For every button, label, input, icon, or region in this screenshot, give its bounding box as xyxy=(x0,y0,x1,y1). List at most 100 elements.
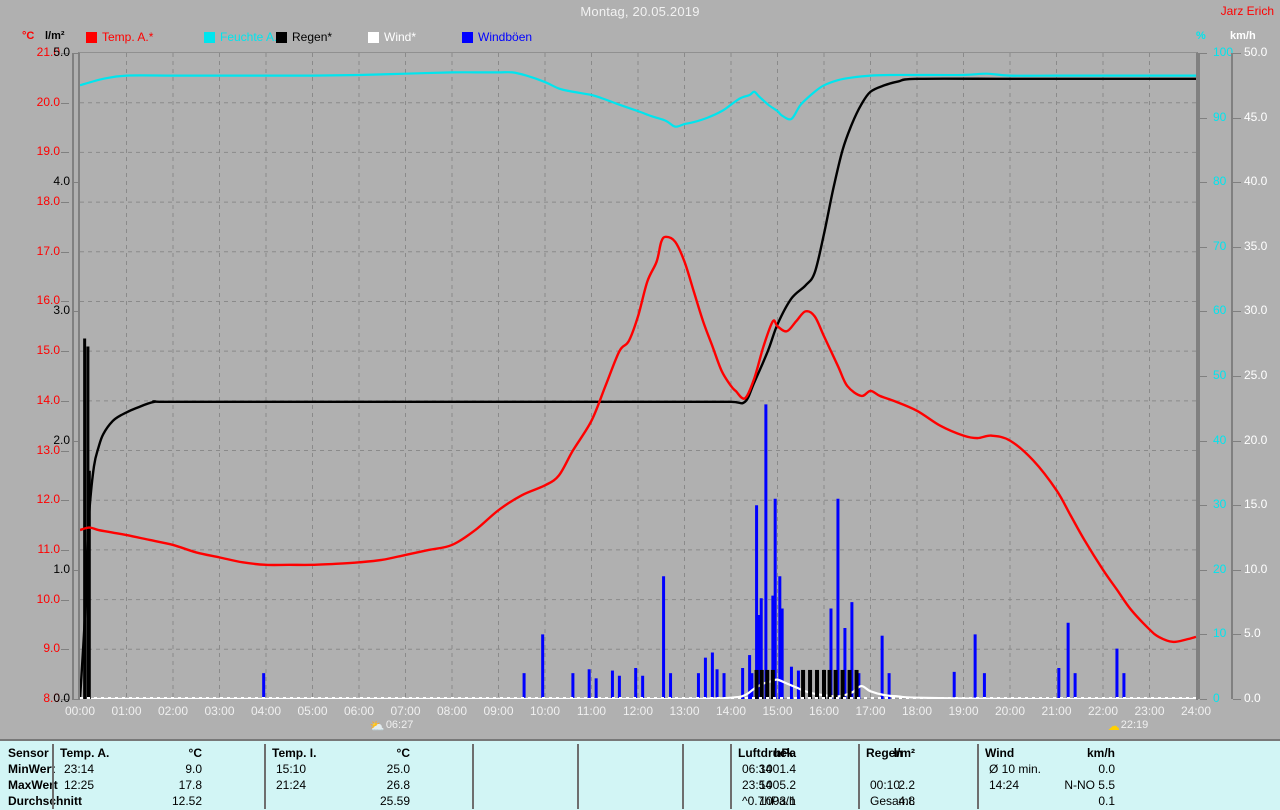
axis-rail xyxy=(72,53,74,699)
axis-tick-label: 90 xyxy=(1213,109,1227,124)
table-header-regen: Regen xyxy=(866,746,903,760)
x-axis-tick-0200: 02:00 xyxy=(157,704,189,718)
axis-tick-mark xyxy=(72,311,78,312)
axis-tick-label: 15.0 xyxy=(36,343,60,358)
table-column-separator xyxy=(264,744,266,809)
axis-tick-label: 100 xyxy=(1213,45,1234,59)
table-cell-time-temp-innen: 15:10 xyxy=(276,762,307,776)
axis-tick-mark xyxy=(61,451,69,452)
x-axis-tick-0400: 04:00 xyxy=(250,704,282,718)
legend-label-regen: Regen* xyxy=(292,30,333,44)
x-axis-tick-2000: 20:00 xyxy=(994,704,1026,718)
axis-tick-label: 16.0 xyxy=(36,293,60,308)
table-cell-time-luftdruck: 23:54 xyxy=(742,778,773,792)
table-column-separator xyxy=(977,744,979,809)
axis-tick-mark xyxy=(61,649,69,650)
axis-tick-mark xyxy=(1200,441,1207,442)
axis-unit-wind: km/h xyxy=(1230,30,1256,42)
legend-item-regen[interactable]: Regen* xyxy=(276,30,332,44)
table-column-separator xyxy=(472,744,474,809)
table-cell-time-temp-aussen: 12:25 xyxy=(64,778,95,792)
axis-unit-celsius: °C xyxy=(22,30,35,42)
table-unit-wind: km/h xyxy=(1086,746,1115,760)
axis-rail xyxy=(1231,53,1233,699)
legend-swatch-wind xyxy=(368,31,379,43)
axis-rail xyxy=(1198,53,1200,699)
legend-item-temp-aussen[interactable]: Temp. A.* xyxy=(86,30,153,44)
axis-tick-label: 11.0 xyxy=(37,541,60,556)
axis-tick-label: 3.0 xyxy=(53,303,70,318)
axis-tick-mark xyxy=(1200,570,1207,571)
axis-tick-mark xyxy=(61,301,69,302)
axis-tick-mark xyxy=(61,600,69,601)
table-cell-time-regen: Gesamt: xyxy=(870,794,916,808)
axis-tick-label: 18.0 xyxy=(36,194,60,209)
axis-unit-rain: l/m² xyxy=(45,30,65,42)
axis-tick-mark xyxy=(61,202,69,203)
table-header-luftdruck: Luftdruck xyxy=(738,746,794,760)
axis-tick-label: 25.0 xyxy=(1244,368,1268,382)
legend-item-feuchte-aussen[interactable]: Feuchte A.* xyxy=(204,30,282,44)
table-unit-regen: l/m² xyxy=(893,746,915,760)
axis-tick-mark xyxy=(1233,505,1241,506)
axis-tick-mark xyxy=(61,152,69,153)
axis-tick-mark xyxy=(1200,376,1207,377)
axis-tick-label: 4.0 xyxy=(53,174,70,189)
axis-tick-label: 2.0 xyxy=(53,432,70,447)
axis-tick-label: 13.0 xyxy=(36,442,60,457)
axis-tick-mark xyxy=(1233,699,1241,700)
axis-tick-mark xyxy=(1200,634,1207,635)
table-cell-value-regen: 4.8 xyxy=(898,794,915,808)
series-temp xyxy=(80,235,1197,644)
table-cell-value-luftdruck: 1003.1 xyxy=(759,794,796,808)
axis-tick-label: 5.0 xyxy=(1244,626,1261,641)
axis-tick-label: 17.0 xyxy=(36,243,60,258)
axis-tick-label: 5.0 xyxy=(53,45,70,59)
table-cell-time-wind: Ø 10 min. xyxy=(989,762,1042,776)
axis-tick-mark xyxy=(1233,376,1241,377)
x-axis-tick-1700: 17:00 xyxy=(855,704,886,718)
x-axis-tick-0900: 09:00 xyxy=(483,704,514,718)
axis-tick-mark xyxy=(72,570,78,571)
x-axis-tick-0800: 08:00 xyxy=(436,704,468,718)
axis-tick-label: 12.0 xyxy=(36,492,60,507)
table-row-label-durchschnitt: Durchschnitt xyxy=(8,794,83,808)
axis-tick-label: 14.0 xyxy=(36,392,60,407)
table-column-separator xyxy=(52,744,54,809)
axis-tick-mark xyxy=(1233,441,1241,442)
table-row-label-minwert: MinWert xyxy=(8,762,56,776)
axis-tick-label: 60 xyxy=(1213,303,1227,318)
x-axis-tick-1200: 12:00 xyxy=(622,704,654,718)
table-cell-value-regen: 2.2 xyxy=(898,778,915,792)
axis-tick-mark xyxy=(61,252,69,253)
legend-item-windboeen[interactable]: Windböen xyxy=(462,30,532,44)
page-title: Montag, 20.05.2019 xyxy=(580,4,700,19)
axis-tick-mark xyxy=(61,500,69,501)
sun-event-time: 22:19 xyxy=(1120,719,1149,731)
axis-tick-label: 30.0 xyxy=(1244,303,1268,318)
axis-tick-mark xyxy=(1200,699,1207,700)
x-axis-tick-1800: 18:00 xyxy=(901,704,933,718)
axis-unit-humidity: % xyxy=(1196,30,1206,42)
axis-tick-mark xyxy=(61,103,69,104)
table-cell-value-wind: 0.1 xyxy=(1098,794,1115,808)
legend-swatch-regen xyxy=(276,31,287,43)
axis-tick-label: 21.0 xyxy=(36,45,60,59)
table-cell-value-temp-innen: 25.0 xyxy=(386,762,410,776)
axis-tick-mark xyxy=(1233,53,1241,54)
axis-tick-mark xyxy=(1200,505,1207,506)
table-cell-value-luftdruck: 1005.2 xyxy=(759,778,796,792)
axis-tick-mark xyxy=(1233,634,1241,635)
x-axis-tick-1000: 10:00 xyxy=(529,704,561,718)
x-axis-tick-0500: 05:00 xyxy=(297,704,328,718)
x-axis-tick-0700: 07:00 xyxy=(390,704,421,718)
axis-tick-label: 0.0 xyxy=(53,691,70,705)
table-column-separator xyxy=(730,744,732,809)
x-axis-tick-0300: 03:00 xyxy=(204,704,235,718)
chart-plot-area[interactable] xyxy=(78,52,1198,700)
legend-label-temp-aussen: Temp. A.* xyxy=(102,30,154,44)
table-cell-time-regen: 00:10 xyxy=(870,778,901,792)
axis-tick-label: 9.0 xyxy=(43,641,60,656)
table-cell-value-temp-aussen: 12.52 xyxy=(171,794,202,808)
legend-item-wind[interactable]: Wind* xyxy=(368,30,416,44)
